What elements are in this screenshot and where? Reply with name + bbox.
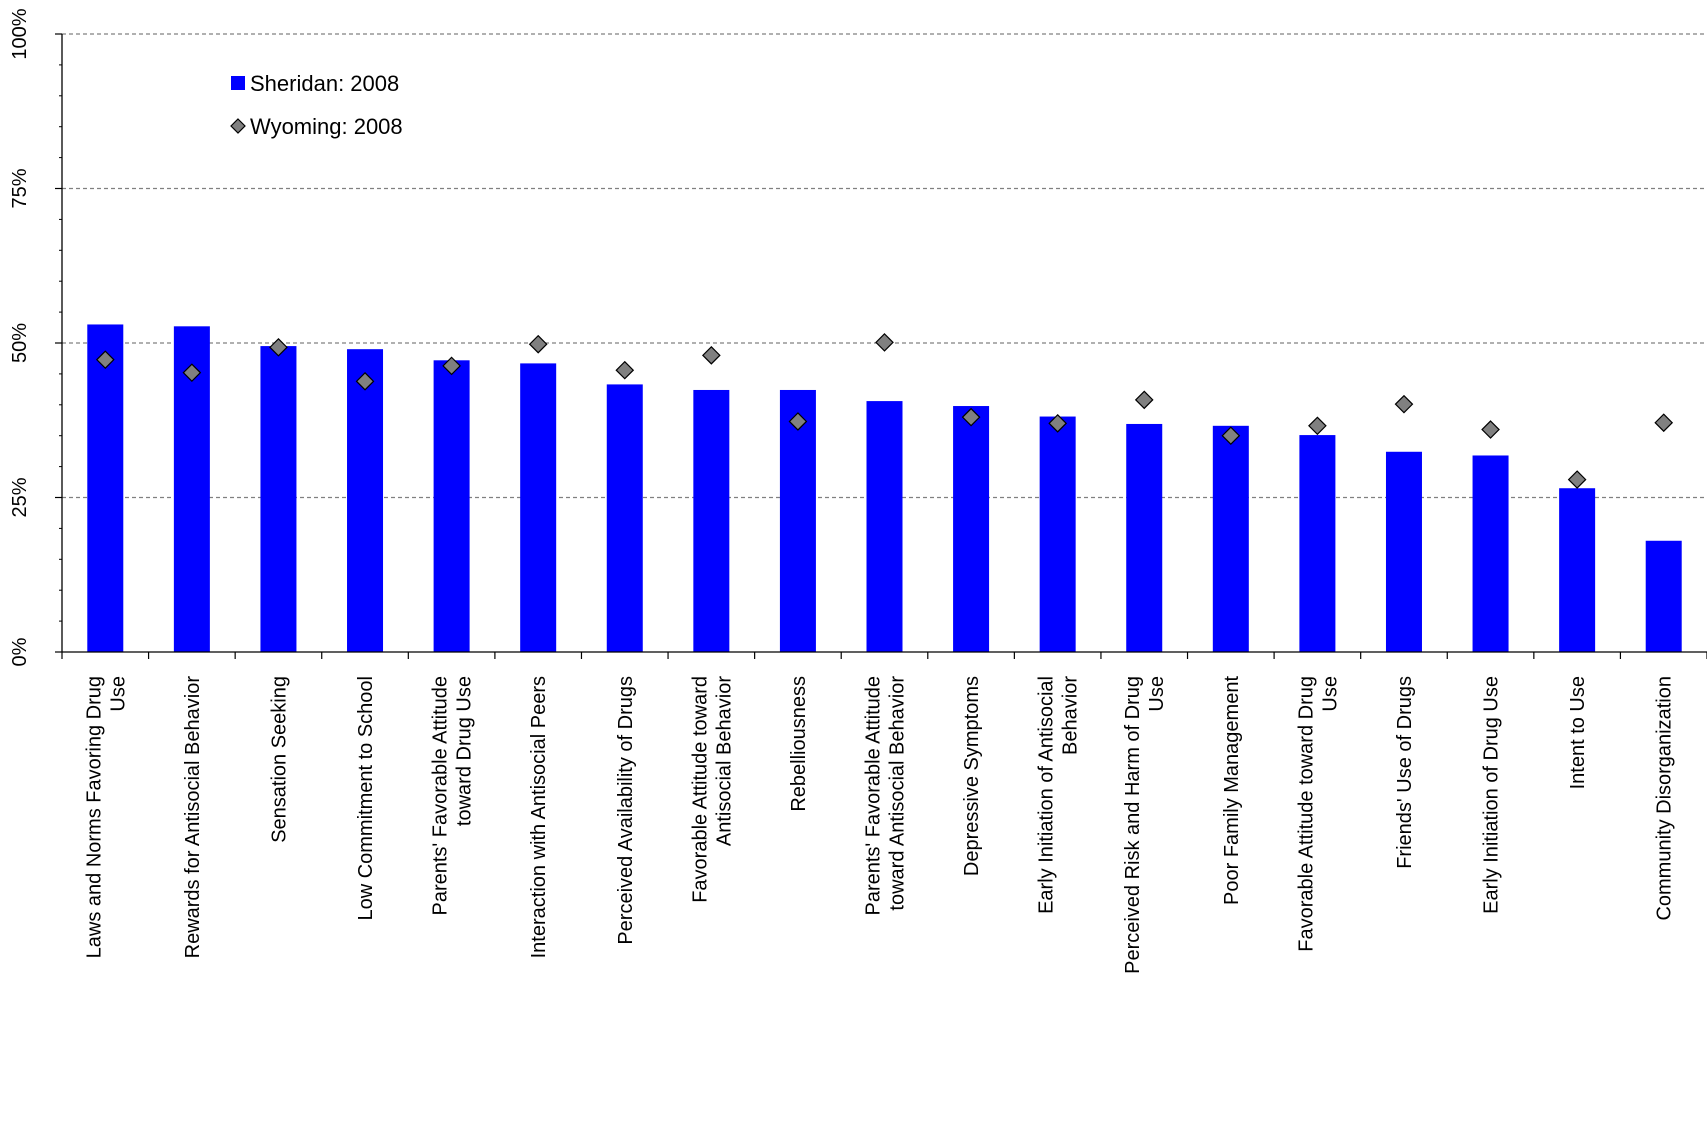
- category-label: Favorable Attitude toward Drug: [1295, 676, 1317, 952]
- y-tick-label: 25%: [9, 477, 31, 517]
- category-label: Depressive Symptoms: [961, 676, 983, 876]
- legend-label-wyoming: Wyoming: 2008: [250, 114, 403, 139]
- data-point: [875, 333, 894, 352]
- bar: [866, 401, 903, 652]
- wyoming-markers: [95, 333, 1674, 489]
- legend: Sheridan: 2008 Wyoming: 2008: [230, 71, 403, 139]
- bar: [87, 324, 124, 652]
- bar: [953, 406, 990, 652]
- y-tick-label: 100%: [9, 8, 31, 59]
- category-label: Community Disorganization: [1654, 676, 1676, 921]
- y-tick-label: 75%: [9, 168, 31, 208]
- bar: [1472, 455, 1509, 652]
- legend-marker-wyoming: [230, 118, 246, 134]
- category-label: Behavior: [1060, 676, 1082, 755]
- data-point: [1308, 416, 1327, 436]
- category-label: Rewards for Antisocial Behavior: [182, 676, 204, 959]
- data-point: [182, 363, 202, 383]
- data-point: [269, 337, 288, 357]
- bar: [1212, 425, 1249, 652]
- bar: [260, 346, 297, 652]
- data-point: [442, 356, 461, 376]
- data-point: [1394, 394, 1414, 414]
- bar: [1645, 540, 1682, 652]
- category-labels: Laws and Norms Favoring Drug Use Rewards f…: [83, 676, 1675, 974]
- axes: [55, 33, 1707, 659]
- category-label: Rebelliousness: [788, 676, 810, 812]
- category-label: Intent to Use: [1567, 676, 1589, 789]
- category-label: toward Antisocial Behavior: [887, 676, 909, 911]
- data-point: [1654, 413, 1674, 433]
- bar: [693, 389, 730, 652]
- category-label: Use: [1319, 676, 1341, 712]
- y-tick-label: 50%: [9, 323, 31, 363]
- data-point: [528, 334, 548, 354]
- category-label: Favorable Attitude toward: [689, 676, 711, 903]
- category-label: Use: [1146, 676, 1168, 712]
- category-label: toward Drug Use: [454, 676, 476, 826]
- legend-label-sheridan: Sheridan: 2008: [250, 71, 399, 96]
- category-label: Laws and Norms Favoring Drug: [83, 676, 105, 958]
- bar: [1385, 451, 1422, 652]
- category-label: Early Initiation of Drug Use: [1481, 676, 1503, 914]
- data-point: [1134, 390, 1154, 410]
- data-point: [1481, 420, 1500, 439]
- category-label: Perceived Availability of Drugs: [615, 676, 637, 945]
- data-point: [788, 412, 808, 431]
- y-tick-label: 0%: [9, 637, 31, 666]
- category-label: Use: [107, 676, 129, 712]
- bar: [520, 363, 557, 652]
- category-label: Poor Family Management: [1221, 676, 1243, 905]
- category-label: Friends' Use of Drugs: [1394, 676, 1416, 869]
- data-point: [1221, 426, 1241, 446]
- bar: [347, 349, 384, 652]
- data-point: [1567, 470, 1587, 489]
- data-point: [615, 360, 635, 380]
- bar: [1559, 488, 1596, 652]
- data-point: [1048, 413, 1068, 433]
- category-label: Antisocial Behavior: [713, 676, 735, 846]
- data-point: [701, 346, 721, 365]
- bar: [779, 389, 816, 652]
- category-label: Parents' Favorable Attitude: [430, 676, 452, 916]
- category-label: Low Commitment to School: [355, 676, 377, 921]
- category-label: Sensation Seeking: [268, 676, 290, 843]
- bar: [1039, 416, 1076, 652]
- category-label: Perceived Risk and Harm of Drug: [1122, 676, 1144, 974]
- data-point: [95, 350, 115, 370]
- bar: [1126, 423, 1163, 652]
- bar: [606, 384, 643, 652]
- category-label: Parents' Favorable Attitude: [863, 676, 885, 916]
- category-label: Interaction with Antisocial Peers: [528, 676, 550, 958]
- legend-swatch-sheridan: [231, 76, 245, 90]
- y-tick-labels: 0% 25% 50% 75% 100%: [9, 8, 31, 666]
- bar: [1299, 435, 1336, 652]
- category-label: Early Initiation of Antisocial: [1036, 676, 1058, 914]
- sheridan-bars: [87, 324, 1682, 652]
- data-point: [961, 407, 981, 427]
- data-point: [355, 371, 375, 391]
- bar: [433, 360, 470, 652]
